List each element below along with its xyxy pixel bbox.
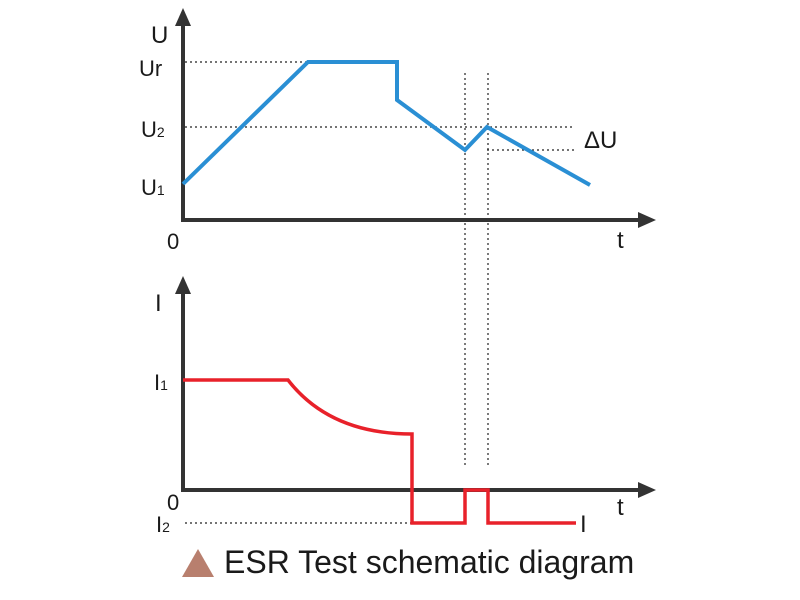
i1-label-sub: 1 — [160, 377, 168, 393]
u1-label-main: U — [141, 175, 157, 200]
caption-text: ESR Test schematic diagram — [224, 544, 635, 580]
delta-u-label: ΔU — [584, 127, 617, 154]
i1-label: I1 — [154, 370, 168, 395]
i1-label-main: I — [154, 370, 160, 395]
current-curve — [183, 378, 576, 525]
i2-label-main: I — [156, 512, 162, 537]
u2-label: U2 — [141, 117, 165, 142]
u2-label-main: U — [141, 117, 157, 142]
voltage-axis-label: U — [151, 22, 168, 49]
current-origin-label: 0 — [167, 490, 179, 515]
voltage-curve — [181, 60, 591, 187]
current-x-arrow — [638, 482, 656, 498]
u1-label: U1 — [141, 175, 165, 200]
voltage-origin-label: 0 — [167, 229, 179, 254]
voltage-x-arrow — [638, 212, 656, 228]
voltage-t-label: t — [617, 227, 624, 254]
i2-label: I2 — [156, 512, 170, 537]
i2-label-sub: 2 — [162, 519, 170, 535]
triangle-icon — [182, 548, 214, 577]
current-panel: I I1 0 I2 t I — [154, 276, 656, 538]
diagram-caption: ESR Test schematic diagram — [182, 544, 634, 581]
voltage-panel: U Ur U2 U1 ΔU 0 t — [139, 8, 656, 524]
voltage-y-arrow — [175, 8, 191, 26]
current-y-arrow — [175, 276, 191, 294]
u1-label-sub: 1 — [157, 182, 165, 198]
current-end-label: I — [580, 511, 587, 538]
current-t-label: t — [617, 494, 624, 521]
ur-label: Ur — [139, 56, 162, 81]
u2-label-sub: 2 — [157, 124, 165, 140]
current-axis-label: I — [155, 290, 162, 317]
